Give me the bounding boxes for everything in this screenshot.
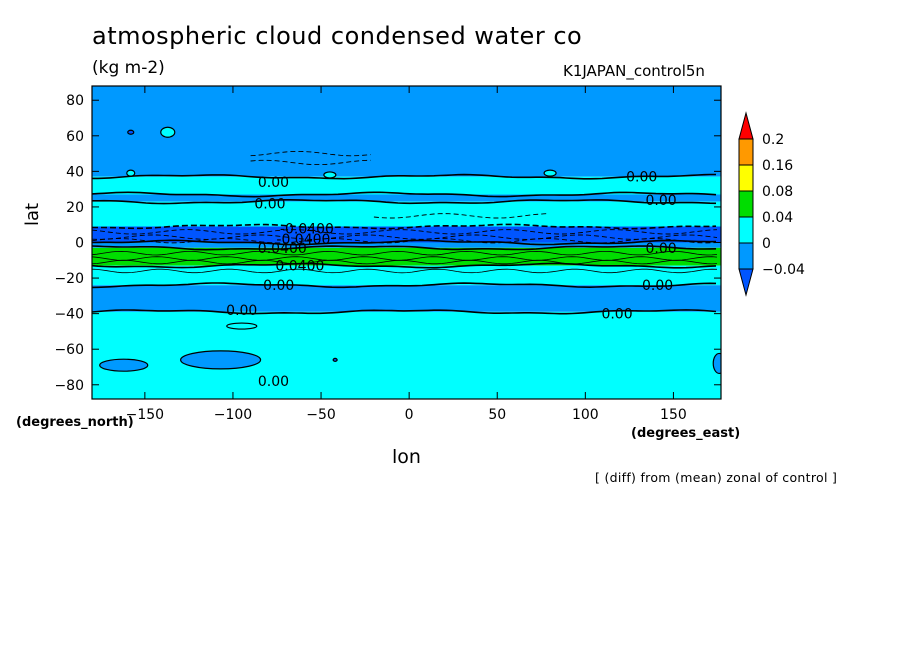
colorbar-box-3 — [738, 190, 754, 218]
experiment-name: K1JAPAN_control5n — [563, 62, 705, 80]
x-tick-label: 0 — [405, 407, 414, 423]
band-8 — [92, 285, 721, 312]
dashed-contour-0 — [92, 229, 718, 235]
x-tick-label: −150 — [126, 407, 164, 423]
footnote: [ (diff) from (mean) zonal of control ] — [595, 470, 838, 485]
colorbar-bottom-arrow — [738, 268, 754, 297]
contour-label-9: 0.00 — [263, 278, 294, 294]
chart-title: atmospheric cloud condensed water co — [92, 22, 583, 50]
contour-label-7: 0.00 — [646, 241, 677, 257]
contour-label-10: 0.00 — [642, 278, 673, 294]
dashed-contour-4 — [250, 159, 371, 166]
y-tick-label: −40 — [54, 307, 84, 323]
colorbar-label: 0.08 — [762, 184, 793, 200]
x-tick-label: 100 — [572, 407, 599, 423]
colorbar-box-4 — [738, 216, 754, 244]
patch-1 — [127, 129, 135, 135]
filled-contours — [92, 86, 721, 399]
colorbar-label: 0.04 — [762, 210, 793, 226]
contour-label-11: 0.00 — [226, 303, 257, 319]
y-ticks: 80 60 40 20 0 −20 −40 −60 −80 — [54, 93, 721, 394]
contour-label-5: -0.0400 — [276, 232, 330, 248]
contour-label-12: 0.00 — [601, 307, 632, 323]
contour-label-6: 0.0400 — [258, 241, 307, 257]
patch-6 — [99, 358, 149, 372]
patch-4 — [543, 169, 557, 177]
x-axis-label: lon — [392, 446, 421, 468]
contour-label-3: 0.00 — [646, 193, 677, 209]
band-3 — [92, 201, 721, 227]
y-tick-label: −80 — [54, 378, 84, 394]
contour-line-6 — [92, 262, 717, 269]
contour-line-0 — [92, 173, 716, 180]
patch-5 — [180, 350, 262, 370]
band-1 — [92, 176, 721, 195]
contour-line-2 — [92, 199, 717, 205]
colorbar-label: 0 — [762, 236, 771, 252]
patch-9 — [712, 352, 721, 375]
thin-contour-2 — [92, 259, 718, 265]
band-7 — [92, 265, 721, 286]
dashed-contour-1 — [92, 234, 718, 240]
y-tick-label: 20 — [66, 200, 84, 216]
y-tick-label: 80 — [66, 93, 84, 109]
y-axis-units: (degrees_north) — [16, 415, 134, 430]
band-0 — [92, 86, 721, 177]
dashed-contour-5 — [373, 213, 549, 219]
dashed-contour-3 — [250, 150, 371, 157]
y-tick-label: 60 — [66, 129, 84, 145]
y-tick-label: −20 — [54, 271, 84, 287]
contour-label-1: 0.00 — [254, 196, 285, 212]
patch-8 — [332, 357, 338, 362]
patch-2 — [126, 169, 136, 177]
x-axis-units: (degrees_east) — [631, 426, 741, 441]
contour-label-2: 0.00 — [626, 170, 657, 186]
colorbar-label: 0.16 — [762, 158, 793, 174]
thin-contour-0 — [92, 250, 718, 256]
contour-line-7 — [92, 282, 717, 289]
band-5 — [92, 242, 721, 248]
contour-lines — [92, 126, 721, 375]
contour-line-3 — [92, 223, 717, 230]
x-tick-label: −50 — [306, 407, 336, 423]
patch-0 — [160, 126, 176, 138]
y-tick-label: 40 — [66, 164, 84, 180]
contour-label-8: 0.0400 — [275, 259, 324, 275]
y-tick-label: −60 — [54, 342, 84, 358]
patch-3 — [323, 171, 337, 179]
dashed-contour-2 — [92, 238, 718, 244]
colorbar-box-2 — [738, 164, 754, 192]
contour-line-5 — [92, 245, 717, 251]
colorbar-box-5 — [738, 242, 754, 270]
y-tick-label: 0 — [75, 236, 84, 252]
patch-7 — [226, 322, 258, 330]
contour-label-13: 0.00 — [258, 374, 289, 390]
band-4 — [92, 226, 721, 243]
contour-label-0: 0.00 — [258, 175, 289, 191]
thin-contour-3 — [92, 268, 718, 274]
x-tick-label: −100 — [214, 407, 252, 423]
colorbar-box-1 — [738, 138, 754, 166]
x-ticks: −150 −100 −50 0 50 100 150 — [126, 86, 687, 423]
band-2 — [92, 194, 721, 202]
band-6 — [92, 247, 721, 266]
colorbar-top-arrow — [738, 111, 754, 140]
contour-line-1 — [92, 191, 717, 198]
contour-label-4: -0.0400 — [280, 221, 334, 237]
colorbar-label: 0.2 — [762, 132, 784, 148]
contour-line-8 — [92, 309, 717, 315]
colorbar: 0.2 0.16 0.08 0.04 0 −0.04 — [738, 111, 805, 297]
x-tick-label: 150 — [660, 407, 687, 423]
chart-units: (kg m-2) — [92, 58, 165, 78]
colorbar-label: −0.04 — [762, 262, 805, 278]
x-tick-label: 50 — [488, 407, 506, 423]
